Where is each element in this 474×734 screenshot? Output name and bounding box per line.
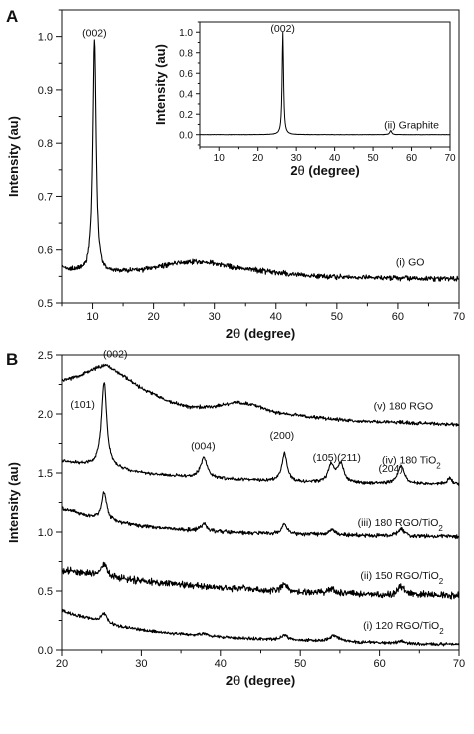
- panel-a-x-axis-title: 2θ (degree): [226, 326, 295, 341]
- panel-b-series-ii-150-rgo-tio2: [61, 561, 460, 600]
- panel-a-inset-y-tick-label: 0.6: [179, 69, 193, 80]
- panel-a-label: A: [6, 7, 18, 26]
- panel-a-inset-y-tick-label: 0.8: [179, 48, 193, 59]
- panel-a-inset-plot-frame: [199, 21, 451, 148]
- panel-a-x-tick-label: 40: [270, 311, 282, 323]
- panel-b-x-tick-label: 40: [215, 658, 227, 670]
- panel-a-x-tick-label: 50: [331, 311, 343, 323]
- panel-b-series-i-120-rgo-tio2: [61, 608, 460, 647]
- panel-b-x-tick-label: 30: [135, 658, 147, 670]
- panel-a-inset-y-tick-label: 0.4: [179, 89, 193, 100]
- panel-b-label: B: [6, 350, 18, 369]
- panel-b-chart: 20 30 40 50 60 70 0.0 0.5 1.0 1.5 2.0 2.5 2θ (degree…: [6, 348, 465, 688]
- panel-b-y-tick-label: 1.0: [38, 527, 53, 539]
- panel-a-inset-y-tick-label: 1.0: [179, 28, 193, 39]
- panel-a-inset-x-tick-label: 70: [444, 153, 456, 164]
- panel-b-y-tick-label: 2.5: [38, 350, 53, 362]
- panel-b-plot-frame: [61, 354, 460, 651]
- panel-b-annotation: (iv) 180 TiO2: [382, 455, 441, 471]
- panel-b-annotation: (004): [191, 440, 216, 452]
- panel-a-inset-x-tick-label: 30: [291, 153, 303, 164]
- panel-b-y-tick-label: 0.5: [38, 586, 53, 598]
- panel-a-inset-x-axis-title: 2θ (degree): [290, 163, 359, 178]
- panel-b-series-iii-180-rgo-tio2: [61, 491, 460, 540]
- panel-a-x-tick-label: 70: [453, 311, 465, 323]
- panel-a-inset-annotation: (002): [270, 23, 295, 35]
- panel-b-annotation: (v) 180 RGO: [374, 400, 434, 412]
- panel-b-annotation: (ii) 150 RGO/TiO2: [360, 570, 443, 586]
- panel-a-x-tick-label: 20: [147, 311, 159, 323]
- panel-a-plot-frame: [61, 9, 460, 304]
- panel-a-inset-x-tick-label: 20: [252, 153, 264, 164]
- panel-a-inset-x-tick-label: 10: [214, 153, 226, 164]
- panel-b-annotation: (i) 120 RGO/TiO2: [363, 620, 444, 636]
- panel-b-y-axis-title: Intensity (au): [6, 462, 21, 543]
- panel-b-series-iv-180-tio2: [61, 382, 460, 486]
- panel-b-annotation: (iii) 180 RGO/TiO2: [358, 517, 444, 533]
- panel-a-series-i-go: [61, 39, 460, 282]
- panel-b-annotation: (200): [270, 430, 295, 442]
- panel-a-x-tick-label: 10: [86, 311, 98, 323]
- panel-a-inset-x-tick-label: 50: [368, 153, 380, 164]
- panel-a-y-tick-label: 0.6: [38, 245, 53, 257]
- panel-b-x-tick-label: 50: [294, 658, 306, 670]
- panel-a-inset-x-tick-label: 40: [329, 153, 341, 164]
- panel-a-y-tick-label: 0.7: [38, 191, 53, 203]
- panel-a-y-tick-label: 0.9: [38, 85, 53, 97]
- panel-a-inset-y-axis-title: Intensity (au): [153, 44, 168, 125]
- panel-a-annotation: (002): [82, 28, 107, 40]
- panel-a-inset-series-ii-graphite: [199, 31, 451, 136]
- panel-a-inset-x-tick-label: 60: [406, 153, 418, 164]
- panel-a-annotation: (i) GO: [396, 257, 425, 269]
- panel-a-inset-y-tick-label: 0.0: [179, 130, 193, 141]
- panel-a-y-tick-label: 0.8: [38, 138, 53, 150]
- panel-b-x-tick-label: 70: [453, 658, 465, 670]
- panel-b-y-tick-label: 2.0: [38, 409, 53, 421]
- panel-a-inset-chart: 10 20 30 40 50 60 70 0.0 0.2 0.4 0.6 0.8 1.0 2θ (degr…: [153, 21, 456, 178]
- panel-b-annotation: (101): [70, 399, 95, 411]
- panel-a-chart: 10 20 30 40 50 60 70 0.5 0.6 0.7 0.8 0.9 1.0 2θ (degr…: [6, 9, 465, 341]
- panel-a-y-tick-label: 0.5: [38, 298, 53, 310]
- panel-b-x-tick-label: 20: [56, 658, 68, 670]
- panel-b-x-axis-title: 2θ (degree): [226, 673, 295, 688]
- panel-b-y-tick-label: 0.0: [38, 645, 53, 657]
- panel-b-annotation: (002): [103, 348, 128, 360]
- panel-a-y-tick-label: 1.0: [38, 32, 53, 44]
- panel-a-inset-annotation: (ii) Graphite: [384, 120, 439, 132]
- panel-a-x-tick-label: 30: [209, 311, 221, 323]
- panel-b-series-v-180-rgo: [61, 363, 460, 427]
- panel-b-y-tick-label: 1.5: [38, 468, 53, 480]
- panel-b-annotation: (105)(211): [313, 452, 361, 464]
- panel-b-x-tick-label: 60: [373, 658, 385, 670]
- panel-a-x-tick-label: 60: [392, 311, 404, 323]
- panel-a-y-axis-title: Intensity (au): [6, 116, 21, 197]
- panel-a-inset-y-tick-label: 0.2: [179, 110, 193, 121]
- panel-b-annotation: (204): [378, 463, 403, 475]
